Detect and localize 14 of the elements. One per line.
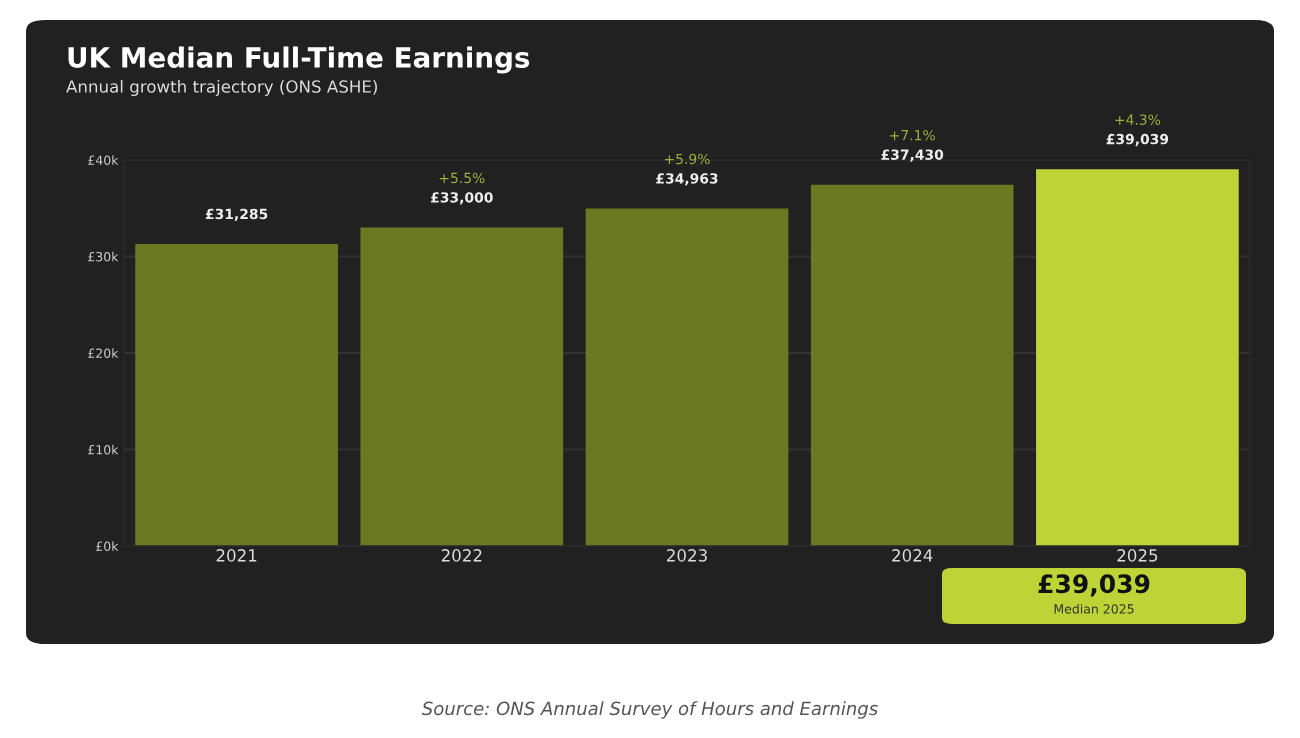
x-tick-label: 2023 — [667, 549, 707, 562]
bar — [360, 227, 564, 546]
bar — [135, 244, 338, 546]
x-tick-label: 2025 — [1117, 549, 1158, 562]
bar — [585, 208, 789, 546]
chart-subtitle: Annual growth trajectory (ONS ASHE) — [66, 79, 377, 97]
x-tick-label: 2024 — [892, 549, 933, 562]
bar — [810, 184, 1014, 546]
bar — [1036, 169, 1239, 546]
x-tick-label: 2021 — [216, 549, 257, 562]
x-tick-label: 2022 — [441, 549, 482, 562]
chart-title: UK Median Full-Time Earnings — [68, 46, 530, 74]
source-note: Source: ONS Annual Survey of Hours and Earnings — [421, 701, 878, 719]
text: £39,039 — [1038, 574, 1150, 597]
